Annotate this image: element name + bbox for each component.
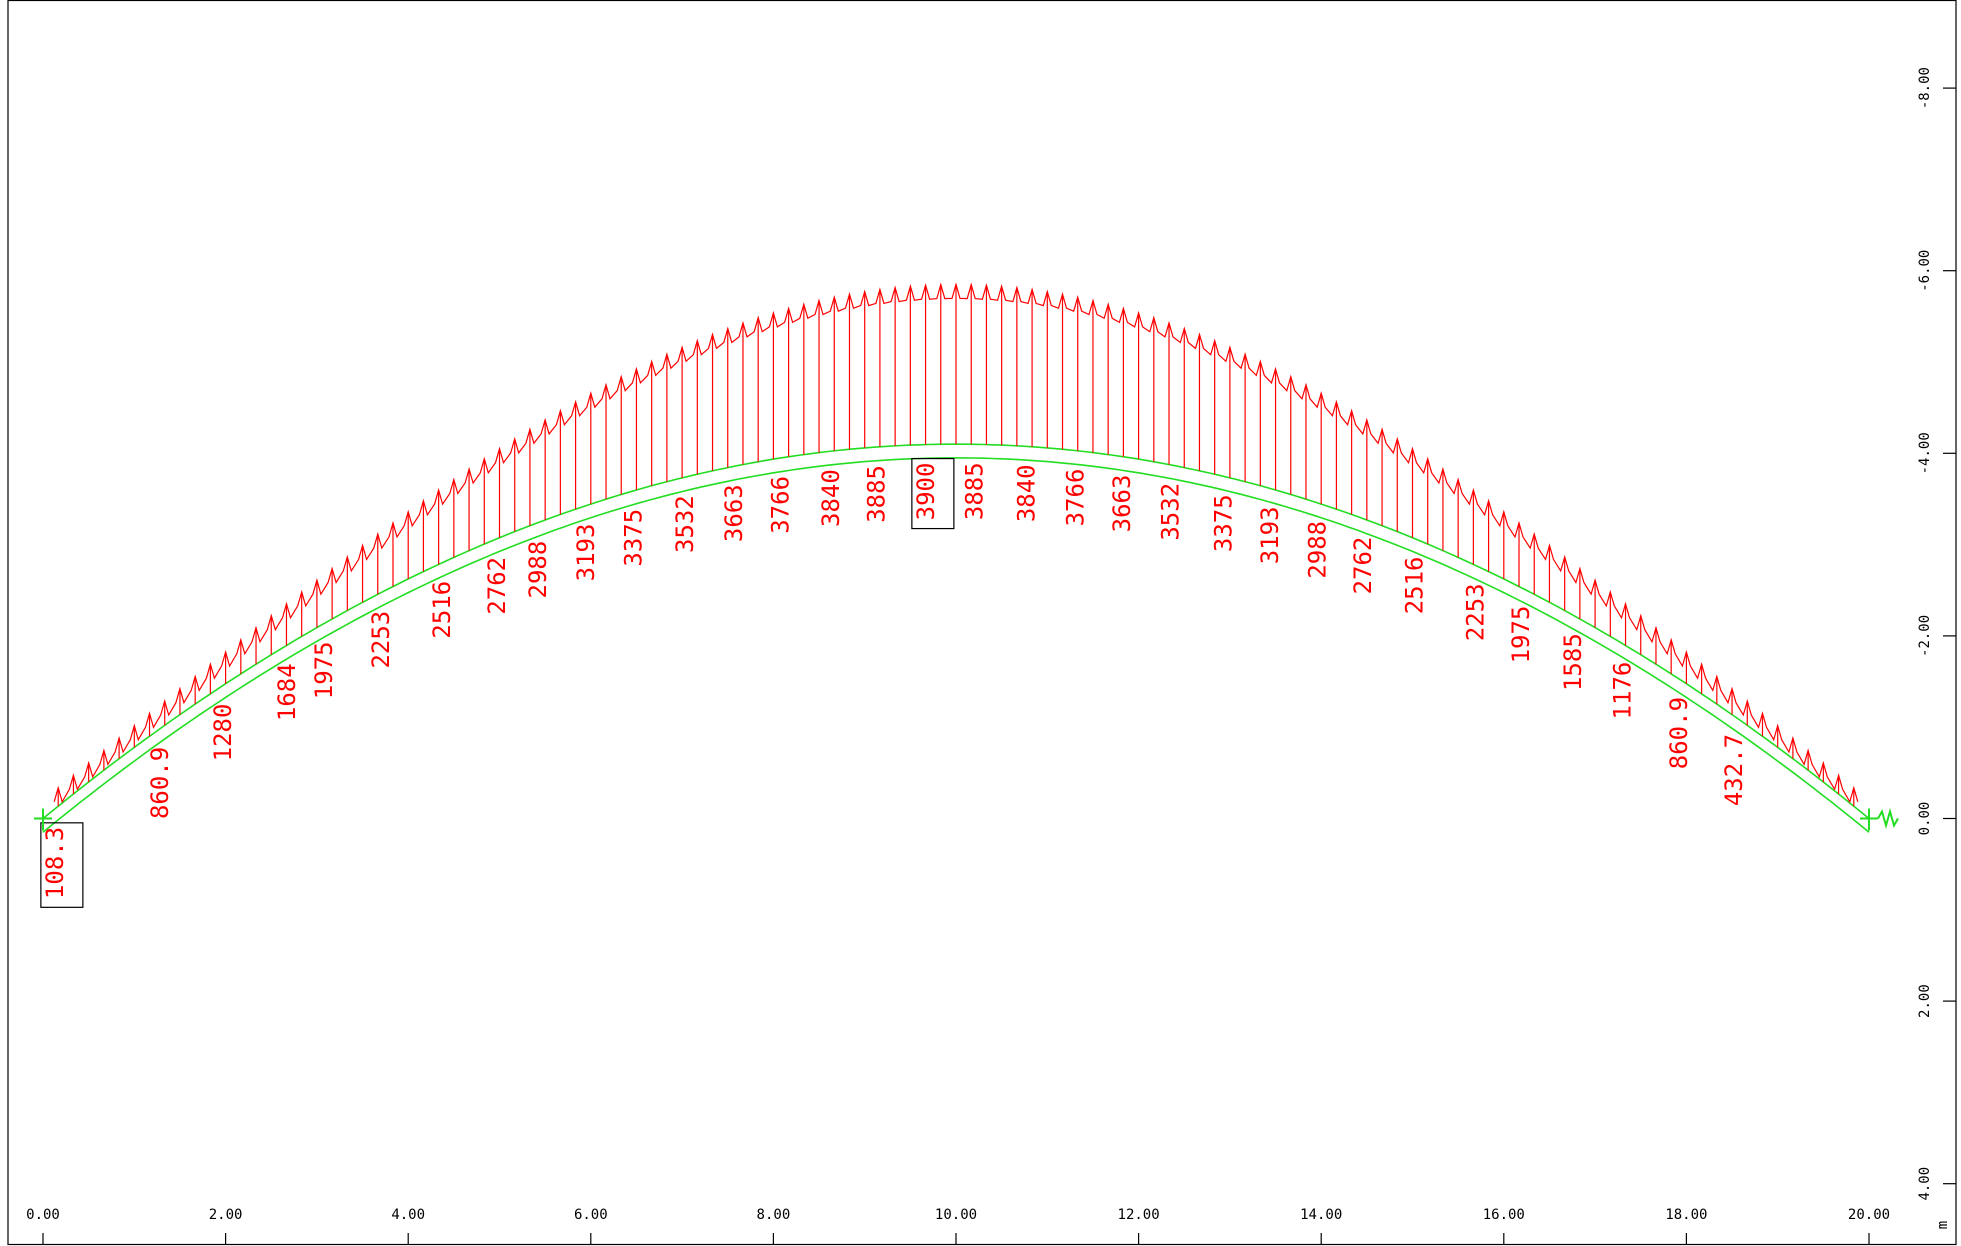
force-value-label: 2516 bbox=[1400, 557, 1428, 615]
x-tick-label: 20.00 bbox=[1848, 1207, 1890, 1223]
x-axis: 0.00 2.00 4.00 6.00 8.00 10.00 12.00 14.00 16.00… bbox=[26, 1207, 1890, 1245]
force-value-label: 2988 bbox=[524, 541, 552, 599]
arch-intrados bbox=[42, 457, 1870, 833]
highlight-box bbox=[40, 822, 84, 908]
force-value-label: 432.7 bbox=[1720, 734, 1748, 806]
force-value-label: 2253 bbox=[367, 611, 395, 669]
force-value-label: 860.9 bbox=[1665, 697, 1693, 769]
force-value-label: 1176 bbox=[1608, 662, 1636, 720]
left-support bbox=[34, 808, 52, 831]
right-support bbox=[1860, 808, 1878, 831]
y-tick-label: -2.00 bbox=[1917, 615, 1933, 657]
force-value-label: 3532 bbox=[1157, 483, 1185, 541]
force-value-label: 1975 bbox=[1507, 606, 1535, 664]
force-value-label: 2762 bbox=[483, 557, 511, 615]
force-value-label: 860.9 bbox=[146, 747, 174, 819]
x-tick-label: 8.00 bbox=[757, 1207, 791, 1223]
force-value-label: 2253 bbox=[1461, 583, 1489, 641]
y-tick-label: 0.00 bbox=[1917, 802, 1933, 836]
y-axis: -8.00 -6.00 -4.00 -2.00 0.00 2.00 4.00 bbox=[1917, 67, 1956, 1201]
force-value-label: 1280 bbox=[209, 704, 237, 762]
arch-extrados bbox=[42, 443, 1870, 820]
force-value-label: 3900 bbox=[912, 463, 940, 521]
highlight-box bbox=[911, 457, 955, 530]
force-value-label: 108.3 bbox=[41, 827, 69, 899]
force-value-label: 3193 bbox=[572, 524, 600, 582]
force-labels: 108.3 860.9 1280 1684 1975 2253 2516 2762 2988 31… bbox=[40, 457, 1748, 908]
force-value-label: 3193 bbox=[1256, 506, 1284, 564]
unit-label: m bbox=[1935, 1221, 1951, 1229]
force-value-label: 3375 bbox=[620, 509, 648, 567]
y-tick-label: 4.00 bbox=[1917, 1167, 1933, 1201]
force-value-label: 1684 bbox=[273, 663, 301, 721]
x-tick-label: 0.00 bbox=[26, 1207, 60, 1223]
y-tick-label: 2.00 bbox=[1917, 984, 1933, 1018]
spring-symbol bbox=[1877, 807, 1899, 830]
x-tick-label: 6.00 bbox=[574, 1207, 608, 1223]
force-diagram bbox=[53, 282, 1859, 807]
force-value-label: 2762 bbox=[1349, 537, 1377, 595]
supports bbox=[34, 807, 1899, 831]
force-value-label: 3766 bbox=[767, 476, 795, 534]
arch-structure bbox=[42, 443, 1870, 833]
force-value-label: 1585 bbox=[1559, 633, 1587, 691]
force-envelope bbox=[53, 282, 1859, 804]
x-tick-label: 18.00 bbox=[1665, 1207, 1707, 1223]
force-value-label: 3840 bbox=[817, 469, 845, 527]
x-tick-label: 4.00 bbox=[391, 1207, 425, 1223]
force-value-label: 1975 bbox=[310, 641, 338, 699]
x-tick-label: 14.00 bbox=[1300, 1207, 1342, 1223]
force-value-label: 2988 bbox=[1304, 521, 1332, 579]
x-tick-label: 16.00 bbox=[1483, 1207, 1525, 1223]
force-value-label: 3663 bbox=[720, 484, 748, 542]
force-value-label: 2516 bbox=[428, 581, 456, 639]
force-value-label: 3885 bbox=[960, 462, 988, 520]
y-tick-label: -6.00 bbox=[1917, 250, 1933, 292]
plot-frame bbox=[7, 0, 1957, 1246]
x-tick-label: 10.00 bbox=[935, 1207, 977, 1223]
force-value-label: 3663 bbox=[1108, 475, 1136, 533]
force-value-label: 3375 bbox=[1210, 494, 1238, 552]
force-value-label: 3885 bbox=[863, 465, 891, 523]
y-tick-label: -4.00 bbox=[1917, 432, 1933, 474]
y-tick-label: -8.00 bbox=[1917, 67, 1933, 109]
force-value-label: 3532 bbox=[671, 495, 699, 553]
x-tick-label: 2.00 bbox=[209, 1207, 243, 1223]
x-tick-label: 12.00 bbox=[1118, 1207, 1160, 1223]
force-value-label: 3766 bbox=[1062, 469, 1090, 527]
force-value-label: 3840 bbox=[1012, 464, 1040, 522]
